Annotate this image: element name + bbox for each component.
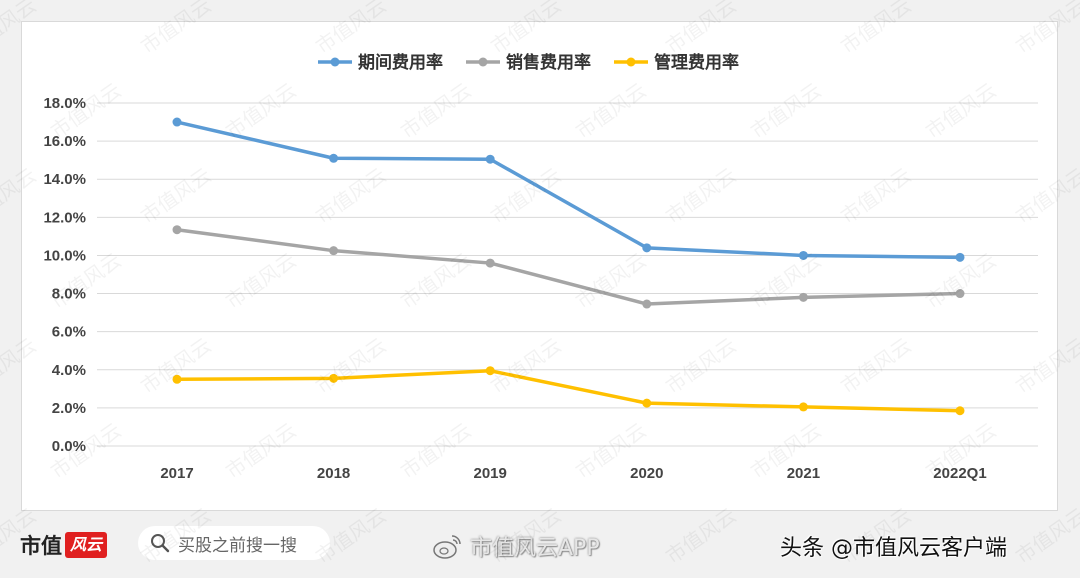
- legend-item: 管理费用率: [614, 52, 739, 73]
- data-point: [329, 246, 339, 256]
- x-tick-label: 2020: [630, 465, 663, 482]
- series-line: [176, 227, 961, 306]
- series-1: [172, 225, 965, 309]
- series-2: [172, 366, 965, 416]
- legend-item: 期间费用率: [318, 52, 443, 73]
- series-0: [172, 117, 965, 262]
- weibo-text: 市值风云APP: [470, 536, 600, 561]
- y-tick-label: 0.0%: [52, 438, 86, 455]
- gridlines: [97, 102, 1038, 447]
- x-tick-label: 2017: [160, 465, 193, 482]
- search-icon: [151, 534, 170, 553]
- data-point: [798, 402, 808, 412]
- data-point: [955, 406, 965, 416]
- legend-swatch-marker: [626, 57, 636, 67]
- data-point: [485, 154, 495, 164]
- data-point: [485, 258, 495, 268]
- search-box[interactable]: 买股之前搜一搜: [138, 526, 330, 560]
- legend-item: 销售费用率: [466, 52, 591, 73]
- data-point: [798, 292, 808, 302]
- series-line: [176, 120, 961, 260]
- series-line: [176, 368, 961, 413]
- y-tick-label: 4.0%: [52, 362, 86, 379]
- y-tick-label: 16.0%: [43, 133, 86, 150]
- data-point: [485, 366, 495, 376]
- data-point: [172, 374, 182, 384]
- series-lines: [172, 117, 965, 416]
- data-point: [955, 252, 965, 262]
- y-tick-label: 8.0%: [52, 286, 86, 303]
- legend-swatch-marker: [478, 57, 488, 67]
- footer-bar: 市值 风云 买股之前搜一搜 市值风云APP 头条 @市值风云客户端: [0, 516, 1080, 578]
- data-point: [172, 117, 182, 127]
- y-tick-label: 18.0%: [43, 95, 86, 112]
- y-tick-label: 14.0%: [43, 171, 86, 188]
- brand-logo: 市值 风云: [20, 530, 108, 560]
- x-tick-label: 2022Q1: [933, 465, 986, 482]
- legend-label: 管理费用率: [654, 52, 739, 73]
- y-tick-label: 2.0%: [52, 400, 86, 417]
- x-tick-label: 2018: [317, 465, 350, 482]
- search-placeholder: 买股之前搜一搜: [178, 535, 297, 556]
- line-chart: 0.0% 2.0% 4.0% 6.0% 8.0% 10.0% 12.0% 14.0% 16.0%…: [43, 52, 1038, 482]
- data-point: [642, 398, 652, 408]
- data-point: [329, 153, 339, 163]
- weibo-icon: [433, 535, 461, 559]
- y-tick-label: 12.0%: [43, 209, 86, 226]
- logo-text: 市值: [20, 533, 62, 558]
- x-axis-ticks: 2017 2018 2019 2020 2021 2022Q1: [160, 465, 986, 482]
- weibo-account: 市值风云APP: [432, 530, 600, 562]
- data-point: [642, 243, 652, 253]
- legend: 期间费用率 销售费用率 管理费用率: [318, 52, 739, 73]
- data-point: [172, 225, 182, 235]
- y-tick-label: 6.0%: [52, 324, 86, 341]
- data-point: [329, 373, 339, 383]
- data-point: [955, 289, 965, 299]
- x-tick-label: 2019: [474, 465, 507, 482]
- y-tick-label: 10.0%: [43, 247, 86, 264]
- legend-swatch-marker: [330, 57, 340, 67]
- data-point: [798, 250, 808, 260]
- data-point: [642, 299, 652, 309]
- toutiao-account: 头条 @市值风云客户端: [780, 536, 1007, 561]
- y-axis-ticks: 0.0% 2.0% 4.0% 6.0% 8.0% 10.0% 12.0% 14.0% 16.0%…: [43, 95, 86, 455]
- x-tick-label: 2021: [787, 465, 820, 482]
- legend-label: 销售费用率: [506, 52, 591, 73]
- legend-label: 期间费用率: [358, 52, 443, 73]
- logo-badge: 风云: [65, 532, 108, 558]
